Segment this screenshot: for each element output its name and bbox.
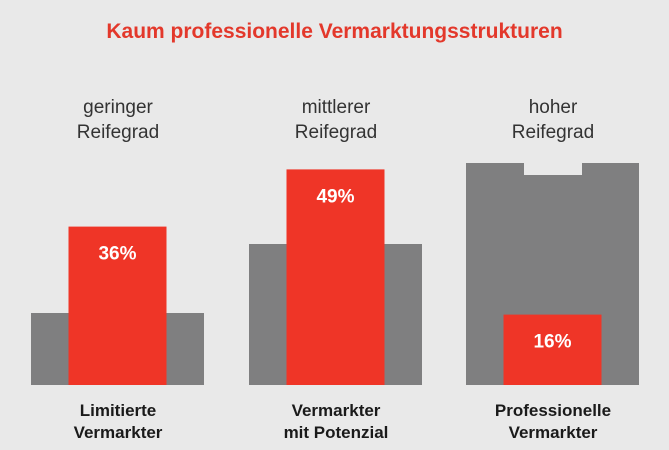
category-label-medium: mittlerer Reifegrad bbox=[294, 97, 378, 143]
category-label-low: geringer Reifegrad bbox=[76, 97, 160, 143]
panel-notch bbox=[524, 163, 582, 175]
bar-value-label-0: 36% bbox=[98, 244, 136, 265]
bar-0 bbox=[68, 226, 167, 385]
bar-value-labels: 36% 49% 16% bbox=[98, 186, 571, 352]
bar-value-label-1: 49% bbox=[316, 186, 354, 207]
bar-group bbox=[68, 169, 602, 385]
segment-label-limited: Limitierte Vermarkter bbox=[73, 401, 163, 442]
bar-1 bbox=[286, 169, 385, 385]
bar-value-label-2: 16% bbox=[533, 332, 571, 353]
bar-2 bbox=[503, 314, 602, 385]
category-label-high: hoher Reifegrad bbox=[511, 97, 595, 143]
segment-label-potential: Vermarkter mit Potenzial bbox=[283, 401, 389, 442]
chart-title: Kaum professionelle Vermarktungsstruktur… bbox=[106, 20, 563, 43]
segment-label-professional: Professionelle Vermarkter bbox=[494, 401, 612, 442]
